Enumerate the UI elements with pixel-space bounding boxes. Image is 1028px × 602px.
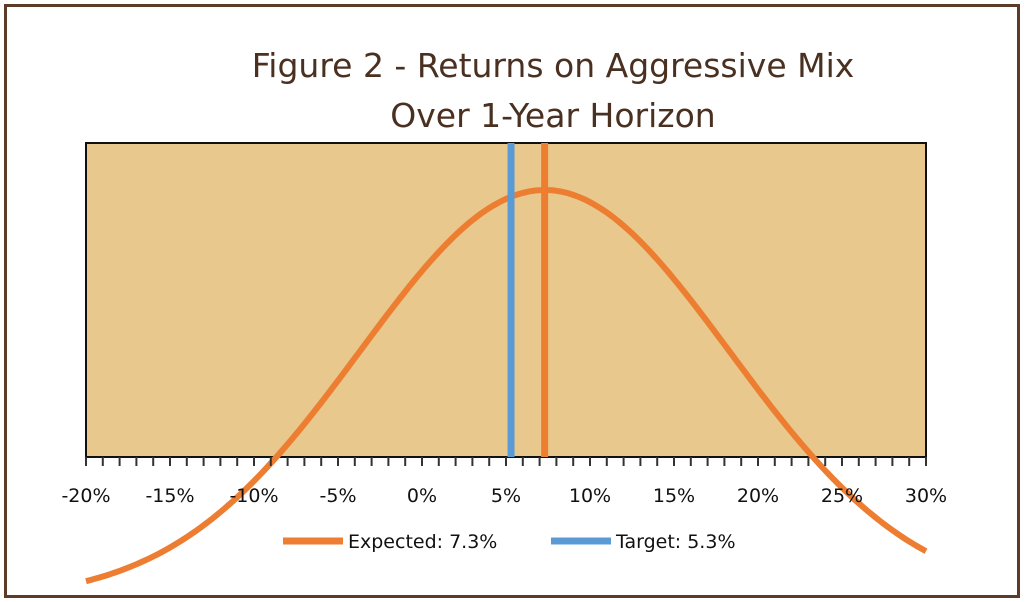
x-tick-label: 15% [653, 485, 695, 507]
x-tick-label: -15% [145, 485, 194, 507]
plot-area [85, 142, 927, 458]
distribution-curve [85, 186, 928, 585]
x-tick-label: 5% [491, 485, 521, 507]
x-tick-label: -20% [61, 485, 110, 507]
chart-title-line-1: Figure 2 - Returns on Aggressive Mix [252, 46, 855, 85]
x-tick-label: 20% [737, 485, 779, 507]
x-tick-label: 25% [821, 485, 863, 507]
legend: Expected: 7.3% Target: 5.3% [283, 531, 736, 553]
legend-target-label: Target: 5.3% [615, 531, 736, 553]
chart-title-line-2: Over 1-Year Horizon [390, 96, 715, 135]
x-tick-label: -5% [320, 485, 357, 507]
legend-expected-label: Expected: 7.3% [348, 531, 497, 553]
x-tick-label: 0% [407, 485, 437, 507]
x-tick-label: 10% [569, 485, 611, 507]
x-tick-label: 30% [905, 485, 947, 507]
x-tick-label: -10% [229, 485, 278, 507]
